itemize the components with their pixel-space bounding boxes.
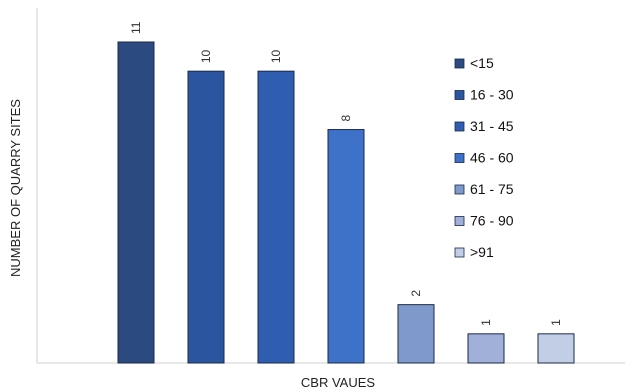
bar-7 [537,333,575,364]
bar-3 [257,70,295,364]
data-label-6: 1 [479,319,493,326]
bars-group [117,41,575,364]
legend-label-3: 31 - 45 [470,118,514,134]
legend-swatch-2 [454,90,465,100]
data-label-2: 10 [199,50,213,64]
bar-2 [187,70,225,364]
data-label-1: 11 [129,21,143,34]
data-label-4: 8 [339,115,353,122]
legend-label-2: 16 - 30 [470,87,514,103]
legend-swatch-5 [454,184,465,195]
x-axis-title: CBR VAUES [301,375,375,390]
data-label-5: 2 [409,290,423,297]
legend-label-7: >91 [470,244,494,260]
legend-swatch-3 [454,121,465,132]
legend-label-5: 61 - 75 [470,181,514,197]
y-axis-title: NUMBER OF QUARRY SITES [8,99,23,277]
legend: <15 16 - 30 31 - 45 46 - 60 61 - 75 76 - 90 >9… [454,55,514,260]
legend-label-1: <15 [470,55,494,71]
legend-label-6: 76 - 90 [470,213,514,229]
legend-swatch-7 [454,247,465,258]
bar-5 [397,304,435,364]
legend-swatch-1 [454,58,465,69]
bar-4 [327,129,365,364]
bar-6 [467,333,505,364]
legend-label-4: 46 - 60 [470,150,514,166]
data-label-7: 1 [549,319,563,326]
bar-1 [117,41,155,364]
legend-swatch-6 [454,216,465,226]
data-label-3: 10 [269,50,283,64]
legend-swatch-4 [454,153,465,163]
